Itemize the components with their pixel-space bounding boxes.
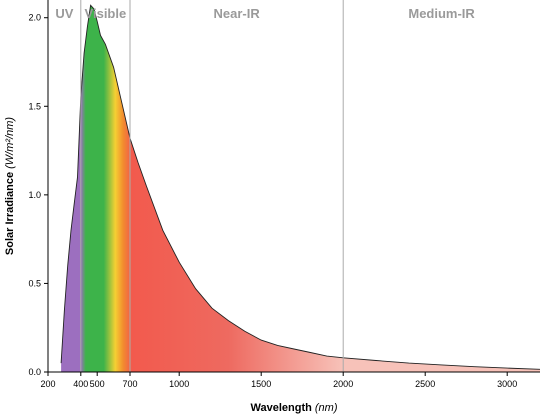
y-axis-ticks: 0.0 0.5 1.0 1.5 2.0 [28, 13, 48, 377]
region-boundaries [80, 0, 344, 372]
region-label: Medium-IR [408, 6, 475, 21]
region-label: Near-IR [213, 6, 260, 21]
region-label: UV [55, 6, 73, 21]
y-axis-unit: (W/m²/nm) [4, 117, 16, 169]
x-axis-label: Wavelength [251, 402, 313, 414]
x-tick-label: 2000 [333, 379, 353, 389]
spectrum-area [61, 5, 540, 372]
x-tick-label: 500 [90, 379, 105, 389]
x-tick-label: 700 [122, 379, 137, 389]
x-tick-label: 200 [40, 379, 55, 389]
y-axis-title: Solar Irradiance (W/m²/nm) [4, 117, 16, 255]
x-tick-label: 1000 [169, 379, 189, 389]
y-tick-label: 1.5 [28, 101, 41, 111]
region-labels: UV Visible Near-IR Medium-IR [55, 6, 475, 21]
x-axis-ticks: 200 400 500 700 1000 1500 2000 2500 3000 [40, 372, 517, 389]
x-tick-label: 1500 [251, 379, 271, 389]
plot-area: UV Visible Near-IR Medium-IR [55, 0, 540, 372]
y-tick-label: 1.0 [28, 190, 41, 200]
region-label: Visible [85, 6, 127, 21]
x-axis-unit: (nm) [315, 402, 338, 414]
y-tick-label: 0.0 [28, 367, 41, 377]
x-tick-label: 2500 [415, 379, 435, 389]
x-axis-title: Wavelength (nm) [251, 402, 338, 414]
y-tick-label: 0.5 [28, 278, 41, 288]
x-tick-label: 3000 [497, 379, 517, 389]
x-tick-label: 400 [73, 379, 88, 389]
y-axis-label: Solar Irradiance [4, 172, 16, 255]
y-tick-label: 2.0 [28, 13, 41, 23]
